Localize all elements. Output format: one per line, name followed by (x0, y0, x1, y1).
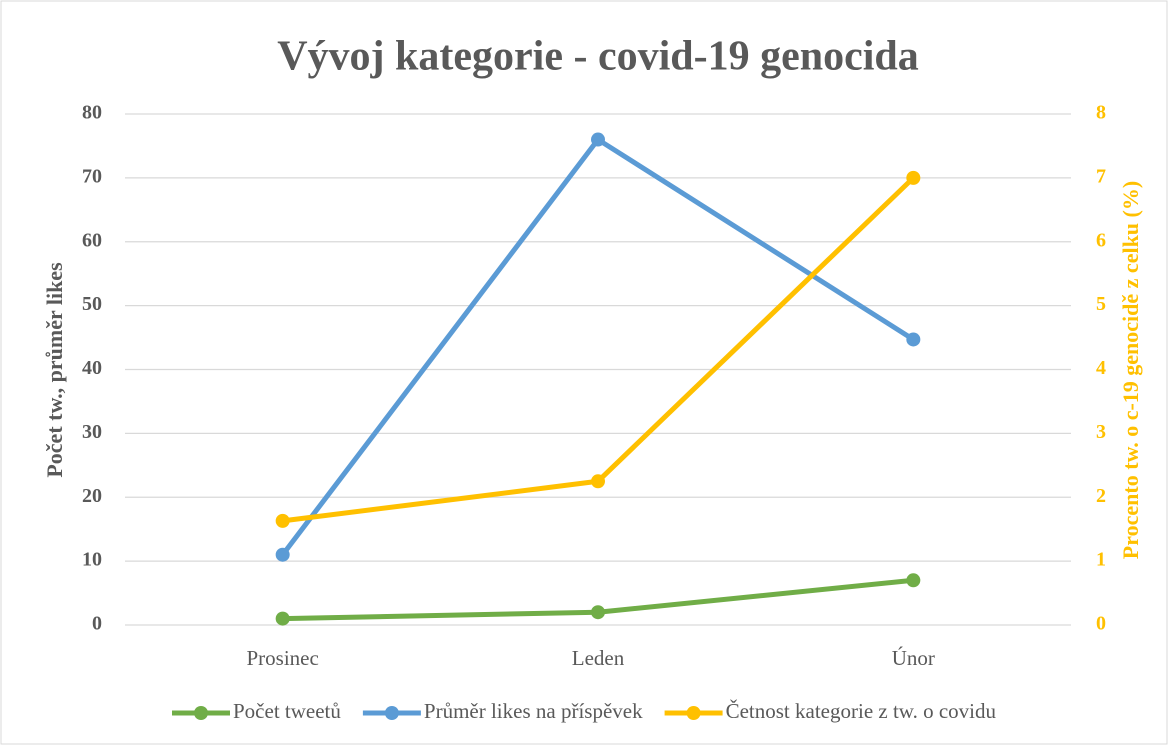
data-point (591, 605, 605, 620)
y-tick-label: 20 (82, 485, 102, 507)
y-axis-label: Počet tw., průměr likes (42, 262, 67, 478)
legend-marker (194, 706, 208, 720)
y2-tick-label: 8 (1096, 102, 1106, 124)
y-tick-label: 80 (82, 102, 102, 124)
y-tick-label: 50 (82, 293, 102, 315)
y-tick-label: 60 (82, 229, 102, 251)
y2-tick-label: 7 (1096, 165, 1106, 187)
chart-title: Vývoj kategorie - covid-19 genocida (277, 34, 919, 80)
y-tick-label: 40 (82, 357, 102, 379)
legend-label: Četnost kategorie z tw. o covidu (726, 699, 997, 723)
legend-label: Průměr likes na příspěvek (424, 699, 643, 723)
data-point (906, 573, 921, 588)
data-point (275, 547, 290, 562)
y-tick-label: 10 (82, 549, 102, 571)
y2-axis-label: Procento tw. o c-19 genocidě z celku (%) (1118, 181, 1143, 559)
y-tick-label: 70 (82, 165, 102, 187)
y-tick-label: 0 (92, 613, 102, 635)
data-point (275, 513, 290, 528)
y2-tick-label: 6 (1096, 229, 1106, 251)
data-point (591, 474, 605, 489)
y-tick-label: 30 (82, 421, 102, 443)
y2-tick-label: 4 (1096, 357, 1106, 379)
x-tick-label: Prosinec (247, 646, 319, 670)
y2-tick-label: 0 (1096, 613, 1106, 635)
data-point (591, 132, 605, 147)
y2-tick-label: 5 (1096, 293, 1106, 315)
x-tick-label: Únor (892, 646, 935, 670)
legend-marker (686, 706, 701, 720)
y2-tick-label: 2 (1096, 485, 1106, 507)
data-point (906, 170, 921, 185)
x-tick-label: Leden (572, 646, 625, 670)
legend-label: Počet tweetů (233, 699, 341, 723)
data-point (906, 332, 921, 347)
legend-marker (384, 706, 399, 720)
data-point (275, 611, 290, 626)
y2-tick-label: 1 (1096, 549, 1106, 571)
y2-tick-label: 3 (1096, 421, 1106, 443)
